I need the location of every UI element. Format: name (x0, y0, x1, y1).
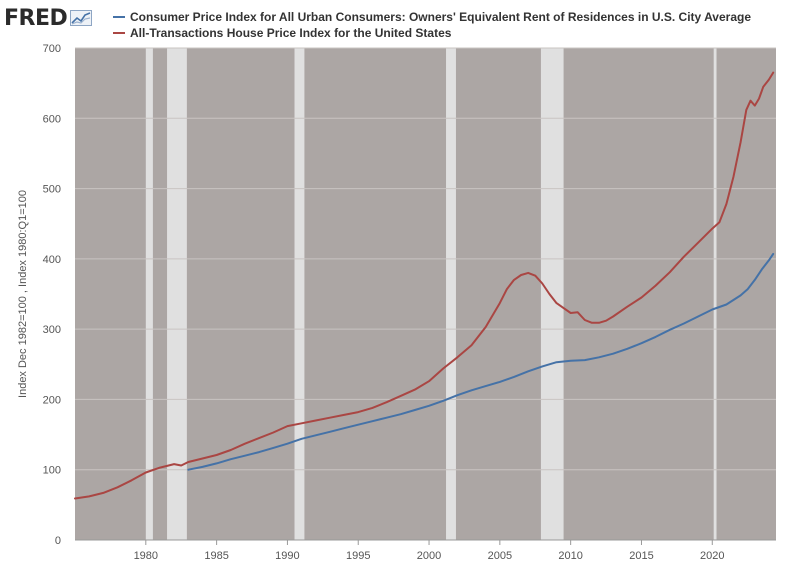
y-tick-label-100: 100 (43, 465, 61, 477)
series-line-oer (187, 252, 775, 471)
legend-swatch-hpi (113, 32, 125, 34)
y-tick-label-700: 700 (43, 43, 61, 55)
legend-swatch-oer (113, 16, 125, 18)
x-tick-label-1990: 1990 (275, 550, 299, 562)
recession-band-3 (446, 48, 456, 540)
x-tick-label-2015: 2015 (629, 550, 653, 562)
y-tick-label-200: 200 (43, 394, 61, 406)
y-tick-label-400: 400 (43, 254, 61, 266)
y-tick-label-500: 500 (43, 184, 61, 196)
legend-item-hpi[interactable]: All-Transactions House Price Index for t… (113, 25, 751, 41)
chart-legend: Consumer Price Index for All Urban Consu… (113, 9, 751, 41)
recession-band-2 (294, 48, 305, 540)
fred-chart-logo-icon (70, 10, 93, 26)
x-tick-label-1980: 1980 (134, 550, 158, 562)
x-tick-label-2020: 2020 (700, 550, 724, 562)
plot-background (75, 48, 776, 540)
x-tick-label-1995: 1995 (346, 550, 370, 562)
y-tick-label-0: 0 (55, 535, 61, 547)
x-tick-label-1985: 1985 (204, 550, 228, 562)
recession-band-5 (713, 48, 717, 540)
legend-label-oer: Consumer Price Index for All Urban Consu… (130, 10, 752, 24)
y-tick-label-300: 300 (43, 324, 61, 336)
series-line-hpi (74, 71, 775, 500)
recession-band-4 (540, 48, 564, 540)
x-tick-label-2000: 2000 (417, 550, 441, 562)
fred-logo[interactable]: FRED (4, 4, 93, 32)
fred-wordmark: FRED (4, 5, 68, 31)
recession-band-0 (145, 48, 153, 540)
y-tick-label-600: 600 (43, 113, 61, 125)
legend-item-oer[interactable]: Consumer Price Index for All Urban Consu… (113, 9, 751, 25)
x-tick-label-2005: 2005 (488, 550, 512, 562)
legend-label-hpi: All-Transactions House Price Index for t… (130, 26, 452, 40)
recession-band-1 (167, 48, 187, 540)
x-tick-label-2010: 2010 (558, 550, 582, 562)
